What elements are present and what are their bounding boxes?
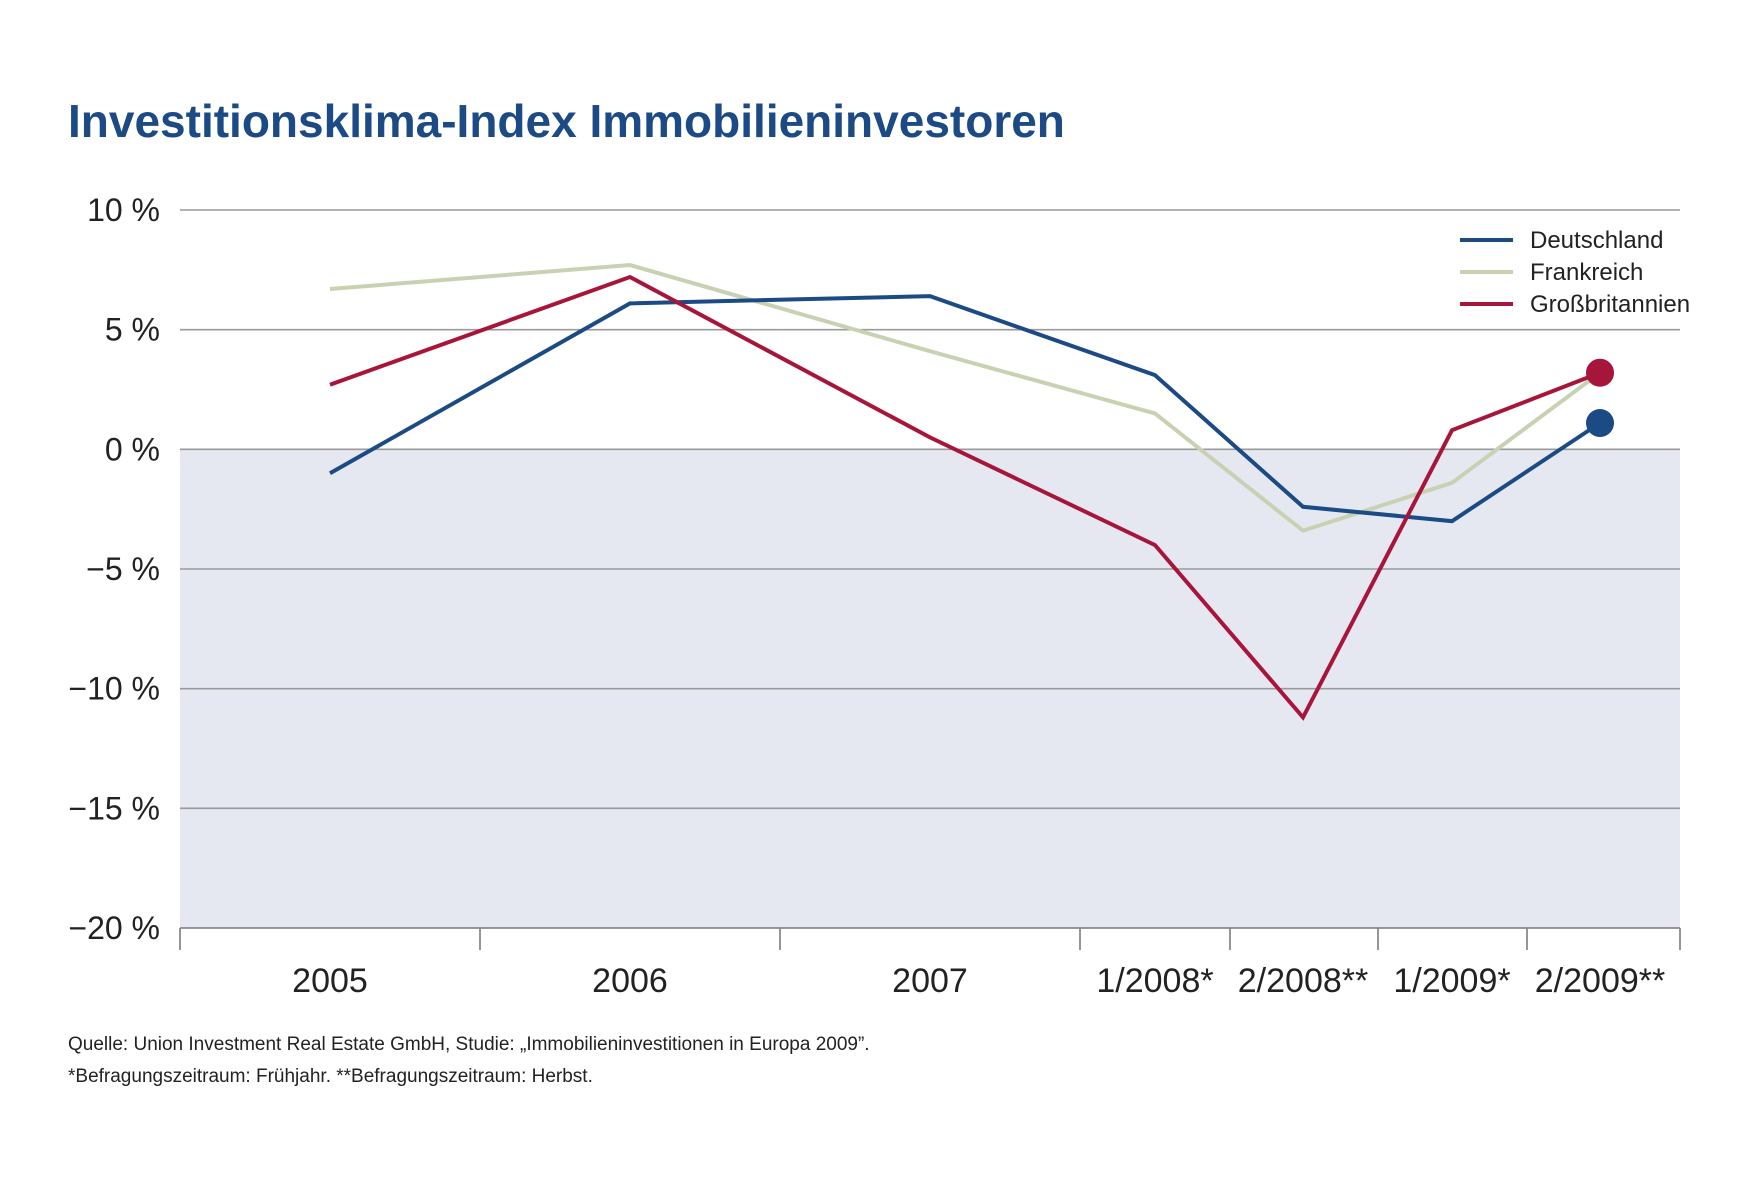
x-tick-label: 2005	[292, 962, 368, 1000]
y-tick-label: −15 %	[68, 790, 160, 826]
legend-label: Frankreich	[1530, 259, 1643, 286]
series-lines	[329, 263, 1614, 721]
x-tick-label: 2007	[892, 962, 968, 1000]
x-tick-label: 2/2008**	[1238, 962, 1368, 1000]
y-tick-label: −10 %	[68, 671, 160, 707]
y-tick-label: 10 %	[87, 192, 160, 228]
y-tick-label: −5 %	[86, 551, 160, 587]
x-tick-label: 2/2009**	[1535, 962, 1665, 1000]
y-tick-label: 5 %	[105, 312, 160, 348]
footnote: *Befragungszeitraum: Frühjahr. **Befragu…	[68, 1066, 593, 1087]
gridlines	[180, 209, 1680, 810]
y-tick-label: −20 %	[68, 910, 160, 946]
legend: Deutschland Frankreich Großbritannien	[1460, 227, 1690, 318]
legend-label: Großbritannien	[1530, 291, 1690, 318]
y-axis-ticks: 10 % 5 % 0 % −5 % −10 % −15 % −20 %	[68, 192, 160, 946]
x-tick-label: 1/2008*	[1096, 962, 1213, 1000]
legend-label: Deutschland	[1530, 227, 1663, 254]
x-tick-label: 2006	[592, 962, 668, 1000]
x-axis: 2005 2006 2007 1/2008* 2/2008** 1/2009* 2/2009…	[179, 927, 1681, 1000]
chart-title: Investitionsklima-Index Immobilieninvest…	[68, 95, 1065, 147]
end-marker	[1586, 358, 1614, 387]
x-tick-label: 1/2009*	[1393, 962, 1510, 1000]
end-marker	[1586, 409, 1614, 438]
source-note: Quelle: Union Investment Real Estate Gmb…	[68, 1034, 870, 1055]
y-tick-label: 0 %	[105, 431, 160, 467]
